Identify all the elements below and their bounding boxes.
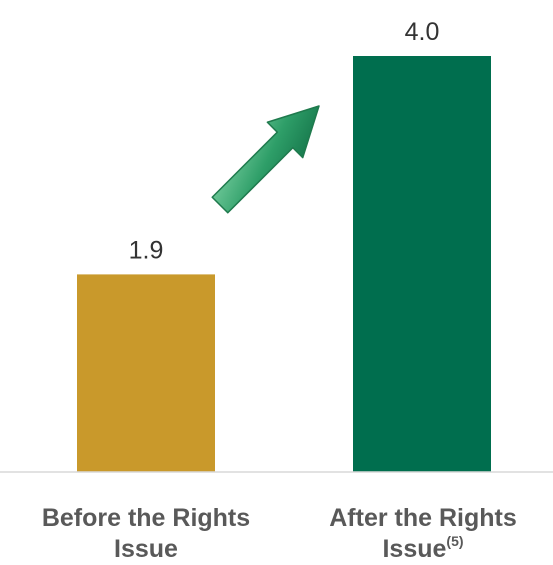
category-label-after: After the Rights Issue(5) [329,504,517,563]
increase-arrow-icon [211,105,320,214]
value-label-after: 4.0 [405,18,440,46]
footnote-marker: (5) [446,533,464,549]
bar-after [353,56,491,472]
category-label-before: Before the Rights Issue [41,504,251,563]
value-label-before: 1.9 [129,236,164,264]
bar-before [77,274,215,472]
